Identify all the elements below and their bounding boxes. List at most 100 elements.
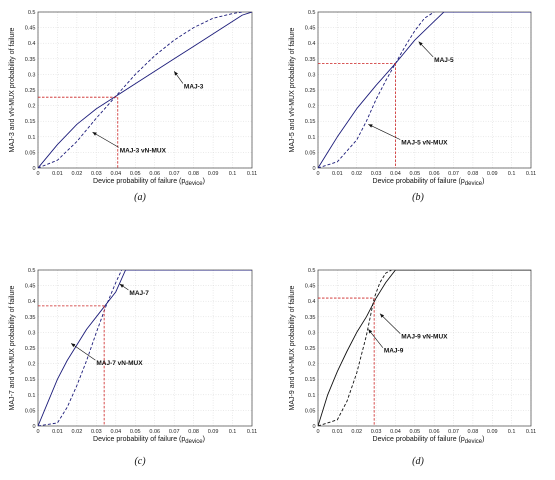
x-tick-label: 0.08 bbox=[468, 429, 479, 435]
y-tick-label: 0.4 bbox=[28, 41, 36, 47]
y-tick-label: 0 bbox=[32, 166, 35, 172]
y-tick-label: 0.2 bbox=[28, 362, 36, 368]
y-tick-label: 0.4 bbox=[28, 299, 36, 305]
x-axis-label-main: Device probability of failure (p bbox=[373, 178, 465, 185]
y-tick-label: 0.15 bbox=[305, 119, 316, 125]
x-tick-label: 0.03 bbox=[91, 429, 102, 435]
y-axis-label: MAJ-3 and vN-MUX probability of failure bbox=[9, 27, 16, 152]
y-tick-label: 0.1 bbox=[28, 393, 36, 399]
x-axis-label: Device probability of failure (pdevice) bbox=[373, 436, 485, 445]
y-tick-label: 0.05 bbox=[305, 408, 316, 414]
x-tick-label: 0 bbox=[316, 429, 319, 435]
annotation-label: MAJ-3 vN-MUX bbox=[120, 147, 167, 154]
x-tick-label: 0.03 bbox=[371, 429, 382, 435]
x-tick-label: 0.01 bbox=[332, 429, 343, 435]
x-tick-label: 0.08 bbox=[188, 171, 199, 177]
x-tick-label: 0.1 bbox=[229, 171, 237, 177]
plot-frame bbox=[37, 11, 253, 169]
series-line-maj bbox=[38, 270, 252, 426]
annotation-arrow bbox=[368, 124, 401, 140]
y-tick-label: 0.45 bbox=[305, 284, 316, 290]
y-tick-label: 0 bbox=[32, 424, 35, 430]
x-axis-label-subscript: device bbox=[185, 181, 203, 187]
series-line-maj bbox=[318, 270, 531, 426]
x-tick-label: 0.09 bbox=[487, 429, 498, 435]
annotation-label: MAJ-5 bbox=[434, 57, 454, 64]
y-tick-label: 0.5 bbox=[28, 268, 36, 274]
x-tick-label: 0.06 bbox=[149, 429, 160, 435]
x-tick-label: 0.06 bbox=[429, 171, 440, 177]
x-tick-label: 0.04 bbox=[110, 429, 121, 435]
x-tick-label: 0 bbox=[36, 429, 39, 435]
annotation-arrowhead bbox=[368, 329, 373, 334]
y-axis-label: MAJ-7 and vN-MUX probability of failure bbox=[9, 285, 16, 410]
y-tick-label: 0.5 bbox=[308, 268, 316, 274]
x-tick-label: 0.07 bbox=[448, 171, 459, 177]
y-tick-label: 0.3 bbox=[28, 72, 36, 78]
x-axis-label-close: ) bbox=[203, 436, 205, 443]
x-axis-label-subscript: device bbox=[465, 181, 483, 187]
x-tick-label: 0.05 bbox=[409, 171, 420, 177]
panel-caption: (a) bbox=[134, 192, 146, 203]
x-tick-label: 0.04 bbox=[390, 429, 401, 435]
panel-caption: (b) bbox=[412, 192, 424, 203]
x-tick-label: 0.1 bbox=[508, 429, 516, 435]
y-tick-label: 0.1 bbox=[28, 135, 36, 141]
y-tick-label: 0.15 bbox=[25, 119, 36, 125]
annotation-label: MAJ-7 bbox=[129, 290, 149, 297]
x-axis-label-subscript: device bbox=[465, 439, 483, 445]
annotation-arrowhead bbox=[174, 71, 178, 76]
series-line-vn-mux bbox=[38, 270, 123, 426]
x-tick-label: 0.11 bbox=[526, 171, 536, 177]
series-line-vn-mux bbox=[38, 12, 243, 168]
annotation-arrow bbox=[92, 131, 119, 148]
y-tick-label: 0.45 bbox=[25, 26, 36, 32]
x-tick-label: 0.03 bbox=[91, 171, 102, 177]
x-tick-label: 0.1 bbox=[508, 171, 516, 177]
y-tick-label: 0.5 bbox=[28, 10, 36, 16]
y-axis-label: MAJ-9 and vN-MUX probability of failure bbox=[289, 285, 296, 410]
x-tick-label: 0.09 bbox=[487, 171, 498, 177]
x-tick-label: 0.01 bbox=[52, 171, 63, 177]
x-axis-label: Device probability of failure (pdevice) bbox=[373, 178, 485, 187]
y-tick-label: 0.25 bbox=[25, 88, 36, 94]
y-tick-label: 0.2 bbox=[28, 104, 36, 110]
x-axis-label-subscript: device bbox=[185, 439, 203, 445]
y-tick-label: 0.4 bbox=[308, 299, 316, 305]
x-tick-label: 0.05 bbox=[409, 429, 420, 435]
y-tick-label: 0.5 bbox=[308, 10, 316, 16]
series-line-vn-mux bbox=[318, 12, 435, 168]
x-tick-label: 0.06 bbox=[149, 171, 160, 177]
annotation-label: MAJ-3 bbox=[184, 83, 204, 90]
series-line-maj bbox=[38, 12, 252, 168]
x-axis-label: Device probability of failure (pdevice) bbox=[93, 178, 205, 187]
x-tick-label: 0.01 bbox=[52, 429, 63, 435]
y-tick-label: 0.1 bbox=[308, 393, 316, 399]
x-axis-label-main: Device probability of failure (p bbox=[93, 178, 185, 185]
series-line-maj bbox=[318, 12, 531, 168]
annotation-arrow bbox=[379, 313, 401, 334]
series-line-vn-mux bbox=[318, 270, 392, 426]
y-tick-label: 0.15 bbox=[305, 377, 316, 383]
y-tick-label: 0.1 bbox=[308, 135, 316, 141]
x-tick-label: 0.09 bbox=[208, 429, 219, 435]
annotation-arrowhead bbox=[119, 284, 125, 288]
x-axis-label-close: ) bbox=[482, 436, 484, 443]
x-tick-label: 0.08 bbox=[188, 429, 199, 435]
y-tick-label: 0.35 bbox=[25, 315, 36, 321]
chart-panel: 0 0.01 0.02 0.03 0.04 0.05 0.06 0.07 0.08 0.09 0.1… bbox=[289, 10, 536, 203]
x-tick-label: 0.02 bbox=[72, 171, 83, 177]
x-tick-label: 0.11 bbox=[247, 171, 257, 177]
x-tick-label: 0.02 bbox=[351, 171, 362, 177]
x-tick-label: 0.05 bbox=[130, 429, 141, 435]
x-axis-label-main: Device probability of failure (p bbox=[93, 436, 185, 443]
chart-panel: 0 0.01 0.02 0.03 0.04 0.05 0.06 0.07 0.08 0.09 0.1… bbox=[9, 10, 257, 203]
x-tick-label: 0 bbox=[36, 171, 39, 177]
y-tick-label: 0.15 bbox=[25, 377, 36, 383]
panel-caption: (d) bbox=[412, 456, 424, 467]
y-tick-label: 0.45 bbox=[25, 284, 36, 290]
y-tick-label: 0.05 bbox=[305, 150, 316, 156]
y-tick-label: 0.4 bbox=[308, 41, 316, 47]
chart-panel: 0 0.01 0.02 0.03 0.04 0.05 0.06 0.07 0.08 0.09 0.1… bbox=[9, 268, 257, 467]
y-tick-label: 0.35 bbox=[305, 57, 316, 63]
